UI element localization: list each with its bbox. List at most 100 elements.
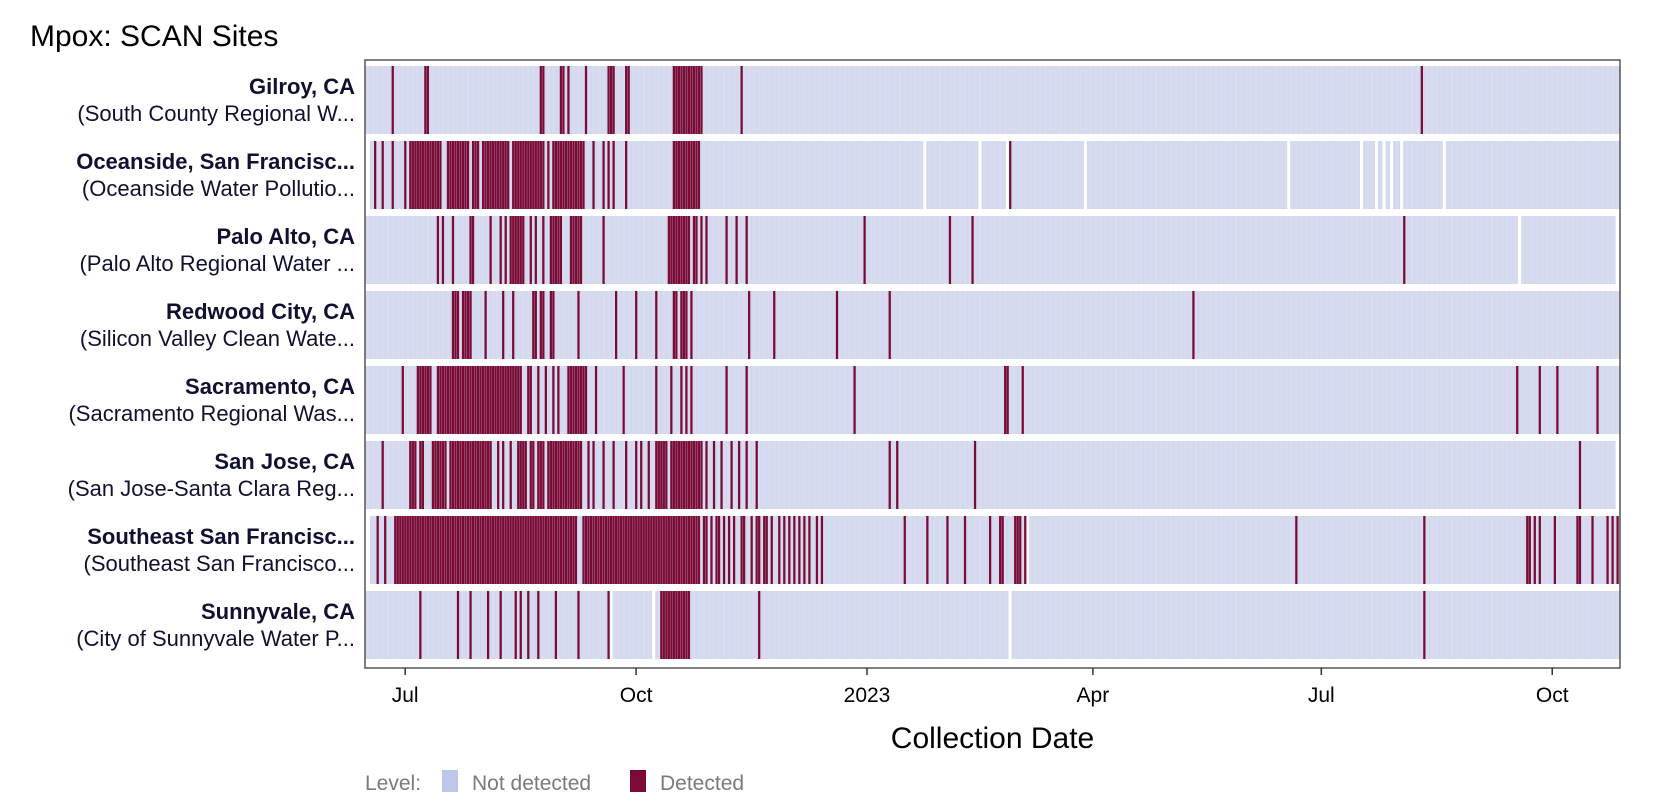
day-cell — [1218, 141, 1219, 209]
day-cell — [1429, 291, 1430, 359]
detected-mark — [946, 516, 949, 584]
detected-mark — [499, 516, 502, 584]
day-cell — [560, 291, 562, 359]
missing-sample — [1026, 516, 1030, 584]
detected-mark — [1423, 516, 1426, 584]
day-cell — [1584, 291, 1586, 359]
day-cell — [641, 141, 642, 209]
day-cell — [1479, 141, 1480, 209]
detected-mark — [627, 516, 630, 584]
day-cell — [1369, 66, 1370, 134]
day-cell — [972, 141, 973, 209]
day-cell — [440, 591, 441, 659]
day-cell — [1303, 141, 1305, 209]
day-cell — [370, 291, 371, 359]
day-cell — [1534, 141, 1536, 209]
detected-mark — [481, 366, 485, 434]
day-cell — [856, 591, 858, 659]
day-cell — [1419, 66, 1420, 134]
day-cell — [816, 366, 818, 434]
day-cell — [530, 591, 532, 659]
site-sublabel: (San Jose-Santa Clara Reg... — [68, 476, 355, 501]
day-cell — [1599, 216, 1601, 284]
day-cell — [1353, 291, 1355, 359]
day-cell — [666, 366, 667, 434]
day-cell — [836, 216, 838, 284]
day-cell — [771, 291, 773, 359]
day-cell — [1353, 516, 1355, 584]
day-cell — [1323, 66, 1325, 134]
day-cell — [1173, 66, 1174, 134]
detected-mark — [481, 141, 485, 209]
day-cell — [882, 66, 883, 134]
detected-mark — [675, 141, 678, 209]
detected-mark — [730, 441, 733, 509]
day-cell — [967, 66, 968, 134]
day-cell — [1609, 141, 1611, 209]
day-cell — [841, 366, 843, 434]
detected-mark — [682, 291, 686, 359]
detected-mark — [454, 516, 457, 584]
day-cell — [1499, 516, 1501, 584]
detected-mark — [469, 441, 472, 509]
day-cell — [490, 291, 491, 359]
x-tick-label: Oct — [1536, 684, 1569, 707]
detected-mark — [687, 591, 691, 659]
detected-mark — [494, 141, 497, 209]
detected-mark — [436, 141, 440, 209]
detected-mark — [469, 366, 472, 434]
day-cell — [370, 366, 371, 434]
day-cell — [1369, 141, 1370, 209]
day-cell — [590, 291, 592, 359]
day-cell — [912, 441, 913, 509]
day-cell — [450, 66, 451, 134]
day-cell — [796, 216, 798, 284]
detected-mark — [680, 591, 683, 659]
day-cell — [1308, 66, 1310, 134]
detected-mark — [1001, 516, 1004, 584]
day-cell — [861, 141, 863, 209]
detected-mark — [552, 441, 555, 509]
day-cell — [535, 441, 537, 509]
detected-mark — [999, 516, 1002, 584]
day-cell — [651, 291, 652, 359]
day-cell — [595, 591, 597, 659]
detected-mark — [788, 516, 791, 584]
day-cell — [646, 591, 647, 659]
detected-mark — [735, 216, 738, 284]
detected-mark — [529, 441, 532, 509]
detected-mark — [710, 516, 713, 584]
detected-mark — [562, 516, 565, 584]
detected-mark — [572, 216, 575, 284]
day-cell — [1389, 141, 1390, 209]
detected-mark — [647, 516, 650, 584]
day-cell — [1208, 516, 1209, 584]
detected-mark — [411, 141, 414, 209]
day-cell — [1614, 366, 1616, 434]
day-cell — [992, 366, 993, 434]
day-cell — [897, 216, 898, 284]
day-cell — [1012, 141, 1014, 209]
detected-mark — [677, 591, 681, 659]
day-cell — [1133, 66, 1134, 134]
day-cell — [455, 591, 456, 659]
day-cell — [1032, 441, 1034, 509]
day-cell — [1464, 441, 1465, 509]
day-cell — [585, 441, 587, 509]
day-cell — [676, 366, 677, 434]
day-cell — [1484, 141, 1485, 209]
day-cell — [535, 591, 537, 659]
day-cell — [741, 141, 742, 209]
day-cell — [721, 366, 722, 434]
day-cell — [1514, 516, 1516, 584]
day-cell — [1208, 216, 1209, 284]
day-cell — [1389, 291, 1390, 359]
day-cell — [1469, 591, 1470, 659]
day-cell — [1203, 366, 1204, 434]
detected-mark — [399, 516, 402, 584]
day-cell — [1589, 216, 1591, 284]
day-cell — [430, 216, 431, 284]
detected-mark — [466, 516, 470, 584]
day-cell — [641, 591, 642, 659]
day-cell — [1328, 216, 1330, 284]
